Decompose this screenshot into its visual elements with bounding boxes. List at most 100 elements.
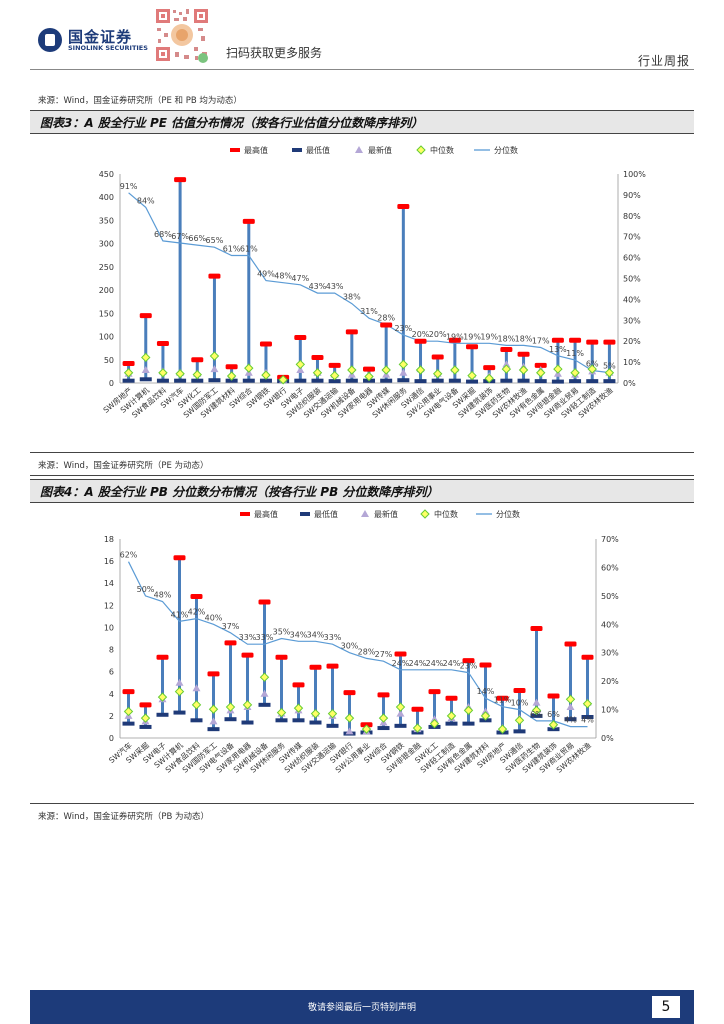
latest-marker <box>430 715 439 723</box>
max-marker <box>207 671 220 677</box>
min-marker <box>431 378 444 383</box>
median-marker <box>548 720 559 730</box>
min-marker <box>275 718 288 723</box>
pct-data-label: 23% <box>394 324 412 333</box>
y-tick-label: 8 <box>109 646 114 655</box>
max-marker <box>328 362 341 368</box>
max-marker <box>345 329 358 335</box>
max-marker <box>483 365 496 371</box>
min-marker <box>309 720 322 725</box>
latest-marker <box>296 365 305 373</box>
max-marker <box>190 593 203 599</box>
median-marker <box>347 365 357 375</box>
chart3-source-note: 来源：Wind，国金证券研究所（PE 为动态） <box>38 461 209 471</box>
median-marker <box>191 700 202 710</box>
min-marker <box>292 718 305 723</box>
median-marker <box>278 375 288 385</box>
y-tick-label: 200 <box>99 286 114 295</box>
min-marker <box>156 712 169 717</box>
median-marker <box>158 368 168 378</box>
legend-median-marker <box>416 145 426 155</box>
chart3-title-bar: 图表3：A 股全行业 PE 估值分布情况（按各行业估值分位数降序排列） <box>30 110 694 134</box>
min-marker <box>397 378 410 383</box>
max-marker <box>343 690 356 696</box>
max-marker <box>139 313 152 319</box>
y2-tick-label: 70% <box>601 535 619 544</box>
pct-data-label: 68% <box>154 230 172 239</box>
legend-min-marker <box>292 148 302 152</box>
pct-data-label: 24% <box>409 659 427 668</box>
median-marker <box>123 706 134 717</box>
legend-label-min: 最低值 <box>306 145 330 155</box>
chart4-title-bar: 图表4：A 股全行业 PB 分位数分布情况（按各行业 PB 分位数降序排列） <box>30 479 694 503</box>
pct-data-label: 20% <box>412 330 430 339</box>
min-marker <box>394 723 407 728</box>
min-marker <box>586 379 599 384</box>
median-marker <box>327 708 338 719</box>
min-marker <box>445 721 458 726</box>
min-marker <box>466 379 479 384</box>
median-marker <box>395 702 406 712</box>
min-marker <box>517 378 530 383</box>
pb-distribution-chart: 最高值 最低值 最新值 中位数 分位数 0 2 4 6 8 10 12 14 16 18 0% 10% 20% 30… <box>104 509 619 775</box>
y2-tick-label: 40% <box>601 620 619 629</box>
min-marker <box>224 717 237 722</box>
max-marker <box>156 654 169 660</box>
median-marker <box>501 364 512 374</box>
max-marker <box>394 651 407 657</box>
max-marker <box>411 706 424 712</box>
chart4-top-line <box>30 475 694 476</box>
pct-data-label: 84% <box>137 196 155 205</box>
median-marker <box>536 368 546 378</box>
min-marker <box>258 702 271 707</box>
latest-marker <box>141 365 150 373</box>
max-marker <box>241 652 254 658</box>
min-marker <box>414 379 427 384</box>
median-marker <box>242 700 253 710</box>
min-marker <box>241 720 254 725</box>
median-marker <box>175 369 185 379</box>
y2-tick-label: 20% <box>623 337 641 346</box>
legend-max-marker <box>230 148 240 152</box>
min-marker <box>207 727 220 732</box>
pct-data-label: 19% <box>446 332 464 341</box>
chart3-title: 图表3：A 股全行业 PE 估值分布情况（按各行业估值分位数降序排列） <box>40 116 424 130</box>
max-marker <box>225 364 238 370</box>
min-marker <box>603 379 616 384</box>
company-logo: 国金证券 SINOLINK SECURITIES <box>38 28 148 58</box>
legend-label-latest: 最新值 <box>374 509 398 519</box>
median-marker <box>141 352 151 363</box>
max-marker <box>462 658 475 664</box>
median-marker <box>293 703 304 713</box>
median-marker <box>565 694 576 705</box>
min-marker <box>259 378 272 383</box>
latest-marker <box>566 703 575 711</box>
median-marker <box>276 707 287 718</box>
pct-data-label: 61% <box>240 245 258 254</box>
pct-data-label: 38% <box>343 293 361 302</box>
y-tick-label: 0 <box>109 379 114 388</box>
y-tick-label: 450 <box>99 170 114 179</box>
max-marker <box>122 360 135 366</box>
pct-data-label: 6% <box>586 359 599 368</box>
min-marker <box>581 714 594 719</box>
max-marker <box>530 626 543 632</box>
y-tick-label: 16 <box>104 557 114 566</box>
pct-data-label: 91% <box>120 182 138 191</box>
latest-marker <box>399 368 408 376</box>
legend-label-median: 中位数 <box>434 509 458 519</box>
max-marker <box>275 654 288 660</box>
y2-tick-label: 0% <box>601 734 614 743</box>
y2-tick-label: 20% <box>601 677 619 686</box>
pct-data-label: 4% <box>581 716 594 725</box>
median-marker <box>467 370 477 381</box>
median-marker <box>412 723 423 733</box>
y-tick-label: 12 <box>104 601 114 610</box>
max-marker <box>363 366 375 372</box>
latest-marker <box>260 689 269 697</box>
median-marker <box>570 368 580 378</box>
min-marker <box>500 378 513 383</box>
max-marker <box>569 337 582 343</box>
max-marker <box>208 273 221 279</box>
pct-data-label: 24% <box>443 659 461 668</box>
